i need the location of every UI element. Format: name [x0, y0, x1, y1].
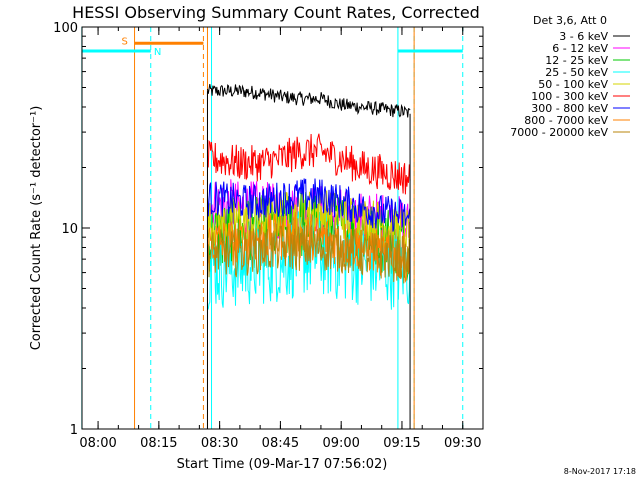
- x-tick-label-3: 08:45: [262, 436, 299, 451]
- x-tick-label-1: 08:15: [140, 436, 177, 451]
- interval-label-n: N: [154, 47, 161, 58]
- series-8: [207, 223, 411, 284]
- x-tick-label-5: 09:15: [383, 436, 420, 451]
- legend-label-6: 300 - 800 keV: [531, 102, 608, 115]
- series-layer: [206, 84, 411, 429]
- x-tick-label-2: 08:30: [201, 436, 238, 451]
- legend-label-1: 6 - 12 keV: [552, 42, 608, 55]
- series-0: [207, 84, 411, 118]
- legend-label-0: 3 - 6 keV: [559, 30, 608, 43]
- y-tick-label-0: 1: [70, 423, 78, 438]
- x-tick-label-4: 09:00: [322, 436, 359, 451]
- y-tick-label-2: 100: [53, 21, 78, 36]
- series-3: [207, 210, 411, 311]
- chart-title: HESSI Observing Summary Count Rates, Cor…: [72, 3, 480, 22]
- x-tick-label-6: 09:30: [444, 436, 481, 451]
- series-6: [207, 178, 411, 232]
- legend-label-2: 12 - 25 keV: [545, 54, 608, 67]
- legend-label-8: 7000 - 20000 keV: [510, 126, 608, 139]
- legend-label-4: 50 - 100 keV: [538, 78, 608, 91]
- y-tick-label-1: 10: [61, 222, 78, 237]
- legend-label-5: 100 - 300 keV: [531, 90, 608, 103]
- axis-layer: 08:00 08:15 08:30 08:45 09:00 09:15 09:30 1 10 10…: [53, 21, 484, 451]
- x-axis-label: Start Time (09-Mar-17 07:56:02): [177, 457, 388, 472]
- timestamp: 8-Nov-2017 17:18: [564, 467, 636, 476]
- interval-label-s: S: [122, 36, 128, 47]
- series-5: [207, 133, 411, 195]
- y-axis-label: Corrected Count Rate (s⁻¹ detector⁻¹): [29, 106, 44, 351]
- legend-label-7: 800 - 7000 keV: [524, 114, 608, 127]
- legend-label-3: 25 - 50 keV: [545, 66, 608, 79]
- legend-header: Det 3,6, Att 0: [533, 14, 607, 27]
- x-tick-label-0: 08:00: [79, 436, 116, 451]
- annotation-layer: SN: [81, 27, 464, 429]
